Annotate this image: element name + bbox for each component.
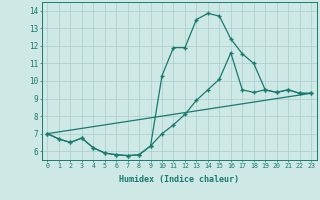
X-axis label: Humidex (Indice chaleur): Humidex (Indice chaleur) <box>119 175 239 184</box>
